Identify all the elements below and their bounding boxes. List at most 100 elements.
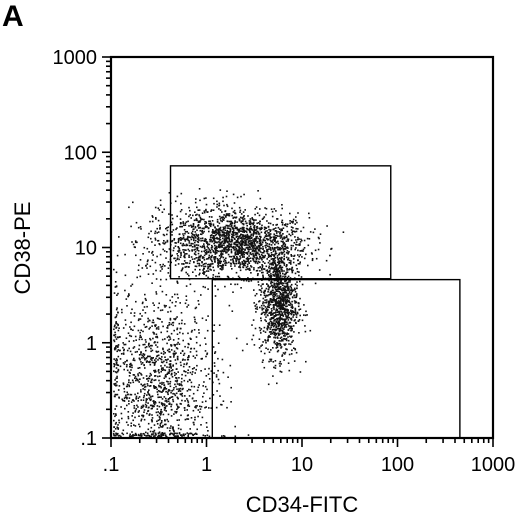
event-dot: [126, 391, 128, 394]
event-dot: [270, 331, 273, 333]
event-dot: [235, 216, 238, 218]
event-dot: [198, 214, 200, 216]
event-dot: [260, 228, 262, 230]
event-dot: [116, 254, 119, 257]
event-dot: [164, 432, 166, 435]
event-dot: [180, 225, 182, 228]
event-dot: [143, 434, 146, 436]
event-dot: [193, 261, 195, 264]
event-dot: [280, 261, 283, 264]
event-dot: [198, 262, 201, 265]
event-dot: [270, 326, 272, 329]
event-dot: [281, 312, 283, 314]
event-dot: [182, 332, 184, 335]
event-dot: [205, 406, 207, 408]
event-dot: [270, 313, 272, 315]
event-dot: [177, 424, 180, 426]
event-dot: [273, 308, 275, 311]
event-dot: [220, 254, 223, 257]
event-dot: [253, 256, 256, 258]
event-dot: [274, 331, 276, 334]
event-dot: [188, 274, 190, 277]
event-dot: [272, 228, 274, 231]
event-dot: [273, 233, 275, 235]
event-dot: [180, 252, 182, 255]
event-dot: [150, 379, 153, 382]
event-dot: [240, 287, 242, 289]
event-dot: [295, 301, 298, 304]
event-dot: [220, 242, 222, 245]
event-dot: [167, 390, 170, 392]
event-dot: [140, 374, 143, 376]
event-dot: [178, 406, 180, 408]
event-dot: [270, 280, 273, 282]
event-dot: [156, 317, 159, 320]
event-dot: [237, 237, 240, 240]
event-dot: [236, 233, 239, 235]
event-dot: [185, 262, 187, 264]
event-dot: [157, 411, 159, 413]
event-dot: [173, 387, 175, 389]
event-dot: [148, 393, 151, 396]
event-dot: [257, 190, 259, 192]
event-dot: [268, 267, 270, 269]
event-dot: [180, 393, 183, 395]
event-dot: [279, 296, 282, 298]
event-dot: [194, 416, 196, 419]
event-dot: [225, 239, 227, 241]
event-dot: [239, 266, 242, 269]
event-dot: [261, 257, 264, 259]
event-dot: [239, 235, 241, 237]
event-dot: [189, 428, 191, 430]
event-dot: [179, 361, 182, 364]
event-dot: [207, 250, 210, 253]
event-dot: [281, 296, 284, 299]
event-dot: [210, 239, 212, 241]
event-dot: [291, 233, 294, 236]
event-dot: [208, 243, 211, 246]
event-dot: [262, 301, 264, 303]
event-dot: [217, 225, 219, 227]
event-dot: [207, 227, 210, 230]
event-dot: [169, 336, 171, 339]
event-dot: [188, 206, 190, 209]
event-dot: [250, 248, 252, 250]
event-dot: [163, 384, 165, 386]
event-dot: [237, 251, 239, 253]
event-dot: [262, 271, 264, 274]
event-dot: [262, 283, 264, 285]
event-dot: [163, 386, 166, 389]
event-dot: [113, 292, 116, 294]
event-dot: [132, 435, 134, 437]
event-dot: [282, 295, 284, 297]
event-dot: [116, 350, 118, 353]
event-dot: [150, 356, 153, 359]
event-dot: [218, 230, 220, 233]
event-dot: [164, 359, 167, 361]
event-dot: [305, 310, 307, 313]
event-dot: [232, 255, 234, 258]
event-dot: [181, 384, 183, 387]
event-dot: [179, 210, 182, 213]
event-dot: [272, 347, 274, 349]
event-dot: [148, 397, 150, 399]
event-dot: [259, 266, 261, 269]
event-dot: [155, 217, 157, 219]
event-dot: [243, 253, 245, 256]
event-dot: [232, 262, 235, 265]
event-dot: [287, 296, 290, 299]
event-dot: [142, 396, 145, 399]
event-dot: [277, 287, 280, 289]
event-dot: [286, 246, 288, 249]
event-dot: [214, 295, 217, 297]
event-dot: [230, 225, 232, 228]
event-dot: [188, 356, 190, 358]
event-dot: [280, 301, 282, 303]
event-dot: [254, 260, 257, 263]
event-dot: [271, 329, 274, 331]
event-dot: [172, 364, 174, 366]
event-dot: [287, 288, 289, 291]
event-dot: [138, 378, 141, 381]
event-dot: [251, 229, 254, 231]
